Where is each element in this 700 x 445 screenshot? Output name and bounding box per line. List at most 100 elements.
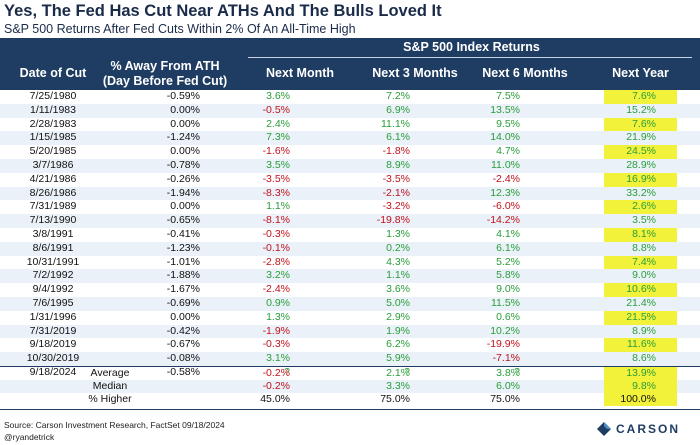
group-header: S&P 500 Index Returns bbox=[403, 40, 540, 54]
summary-rows: Average -0.2% 2.1% 3.8% 13.9% Median -0.2% 3.3%… bbox=[0, 367, 700, 406]
ath-distance-cell: -0.08% bbox=[166, 352, 200, 365]
summary-row: Median -0.2% 3.3% 6.0% 9.8% bbox=[0, 380, 700, 393]
table-row: 8/26/1986 -1.94% -8.3% -2.1% 12.3% 33.2% bbox=[0, 186, 700, 201]
next-year-cell: 8.1% bbox=[632, 227, 656, 240]
next-year-highlight bbox=[604, 380, 677, 393]
next-month-cell: -0.1% bbox=[262, 241, 290, 254]
next-month-cell: -1.9% bbox=[262, 324, 290, 337]
cut-date-cell: 1/11/1983 bbox=[30, 103, 76, 116]
cut-date-cell: 3/7/1986 bbox=[32, 158, 74, 171]
next-month-cell: 1.1% bbox=[266, 200, 290, 213]
cut-date-cell: 9/18/2024 bbox=[29, 365, 77, 378]
next-month-cell: 0.9% bbox=[266, 296, 290, 309]
summary-label: Median bbox=[92, 380, 128, 392]
next-6-months-cell: 10.2% bbox=[490, 324, 520, 337]
cut-date-cell: 7/13/1990 bbox=[29, 214, 77, 227]
table-row: 7/31/1989 0.00% 1.1% -3.2% -6.0% 2.6% bbox=[0, 200, 700, 214]
summary-label: % Higher bbox=[88, 393, 132, 405]
next-month-cell: -2.8% bbox=[262, 255, 290, 268]
next-month-cell: 7.3% bbox=[266, 131, 290, 144]
table-body: 7/25/1980 -0.59% 3.6% 7.2% 7.5% 7.6% 1/11/1983… bbox=[0, 90, 700, 380]
next-6-months-cell: 75.0% bbox=[490, 393, 520, 405]
summary-label: Average bbox=[90, 367, 130, 379]
table-row: 7/31/2019 -0.42% -1.9% 1.9% 10.2% 8.9% bbox=[0, 324, 700, 339]
table-row: 10/30/2019 -0.08% 3.1% 5.9% -7.1% 8.6% bbox=[0, 352, 700, 366]
cut-date-cell: 1/15/1985 bbox=[29, 131, 77, 144]
summary-separator bbox=[0, 366, 700, 367]
ath-distance-cell: -0.69% bbox=[166, 296, 200, 309]
cut-date-cell: 1/31/1996 bbox=[29, 310, 77, 323]
next-3-months-cell: 5.9% bbox=[386, 352, 410, 365]
next-3-months-cell: 7.2% bbox=[386, 90, 410, 102]
next-month-cell: 3.2% bbox=[266, 269, 290, 282]
next-6-months-cell: -14.2% bbox=[486, 214, 520, 227]
next-year-cell: 100.0% bbox=[620, 393, 656, 405]
summary-row: Average -0.2% 2.1% 3.8% 13.9% bbox=[0, 367, 700, 380]
next-3-months-cell: -3.2% bbox=[382, 200, 410, 213]
next-6-months-cell: 9.5% bbox=[496, 117, 520, 130]
table-row: 7/6/1995 -0.69% 0.9% 5.0% 11.5% 21.4% bbox=[0, 296, 700, 311]
next-year-cell: 3.5% bbox=[632, 214, 656, 227]
next-year-cell: 21.9% bbox=[626, 131, 656, 144]
next-year-cell: 28.9% bbox=[626, 158, 656, 171]
cut-date-cell: 8/26/1986 bbox=[29, 186, 77, 199]
ath-distance-cell: -1.94% bbox=[166, 186, 200, 199]
next-year-cell: 2.6% bbox=[632, 200, 656, 213]
source-note: Source: Carson Investment Research, Fact… bbox=[4, 420, 225, 430]
next-6-months-cell: 7.5% bbox=[496, 90, 520, 102]
next-month-cell: -1.6% bbox=[262, 145, 290, 158]
next-3-months-cell: -2.1% bbox=[382, 186, 410, 199]
table-row: 3/8/1991 -0.41% -0.3% 1.3% 4.1% 8.1% bbox=[0, 228, 700, 242]
cut-date-cell: 10/31/1991 bbox=[26, 255, 80, 268]
next-3-months-cell: 3.6% bbox=[386, 283, 410, 296]
cut-date-cell: 7/31/1989 bbox=[29, 200, 77, 213]
next-year-cell: 9.0% bbox=[632, 269, 656, 282]
ath-distance-cell: -0.42% bbox=[166, 324, 200, 337]
next-3-months-cell: 3.3% bbox=[386, 380, 410, 392]
ath-distance-cell: -1.24% bbox=[166, 131, 200, 144]
next-year-cell: 13.9% bbox=[626, 367, 656, 379]
summary-row: % Higher 45.0% 75.0% 75.0% 100.0% bbox=[0, 393, 700, 406]
next-6-months-cell: 11.0% bbox=[491, 158, 520, 171]
cut-date-cell: 10/30/2019 bbox=[26, 352, 80, 365]
next-month-cell: 1.3% bbox=[266, 310, 290, 323]
next-month-cell: -0.2% bbox=[262, 367, 290, 379]
ath-distance-cell: -1.01% bbox=[166, 255, 200, 268]
next-3-months-cell: -3.5% bbox=[382, 172, 410, 185]
cut-date-cell: 5/20/1985 bbox=[29, 145, 77, 158]
ath-distance-cell: 0.00% bbox=[170, 117, 200, 130]
ath-distance-cell: -0.78% bbox=[166, 158, 200, 171]
cut-date-cell: 7/6/1995 bbox=[32, 296, 74, 309]
next-year-cell: 7.4% bbox=[632, 255, 656, 268]
cut-date-cell: 7/31/2019 bbox=[29, 324, 77, 337]
ath-distance-cell: -0.67% bbox=[166, 338, 200, 351]
page-subtitle: S&P 500 Returns After Fed Cuts Within 2%… bbox=[4, 22, 356, 36]
ath-distance-cell: 0.00% bbox=[170, 145, 200, 158]
next-month-cell: 3.1% bbox=[266, 352, 290, 365]
next-6-months-cell: ? bbox=[514, 365, 520, 378]
next-month-cell: -8.3% bbox=[262, 186, 290, 199]
next-6-months-cell: 0.6% bbox=[496, 310, 520, 323]
table-row: 1/31/1996 0.00% 1.3% 2.9% 0.6% 21.5% bbox=[0, 311, 700, 325]
table-row: 1/15/1985 -1.24% 7.3% 6.1% 14.0% 21.9% bbox=[0, 131, 700, 146]
cut-date-cell: 8/6/1991 bbox=[32, 241, 74, 254]
next-year-cell: 7.6% bbox=[632, 90, 656, 102]
next-year-cell: 9.8% bbox=[632, 380, 656, 392]
ath-distance-cell: -0.26% bbox=[166, 172, 200, 185]
ath-distance-cell: -0.65% bbox=[166, 214, 200, 227]
next-year-cell: 21.5% bbox=[626, 310, 656, 323]
ath-distance-cell: -1.88% bbox=[166, 269, 200, 282]
ath-distance-cell: 0.00% bbox=[170, 103, 200, 116]
next-year-cell: 8.9% bbox=[632, 324, 656, 337]
ath-distance-cell: -0.59% bbox=[166, 90, 200, 102]
table-row: 7/13/1990 -0.65% -8.1% -19.8% -14.2% 3.5% bbox=[0, 214, 700, 228]
next-3-months-cell: 1.9% bbox=[386, 324, 410, 337]
next-6-months-cell: 4.7% bbox=[496, 145, 520, 158]
header-date: Date of Cut bbox=[19, 66, 87, 80]
next-3-months-cell: 5.0% bbox=[386, 296, 410, 309]
next-year-cell: 21.4% bbox=[626, 296, 656, 309]
next-year-cell: 11.6% bbox=[627, 338, 656, 351]
header-next-6-months: Next 6 Months bbox=[482, 66, 568, 80]
next-6-months-cell: 5.8% bbox=[496, 269, 520, 282]
next-month-cell: -0.3% bbox=[262, 338, 290, 351]
